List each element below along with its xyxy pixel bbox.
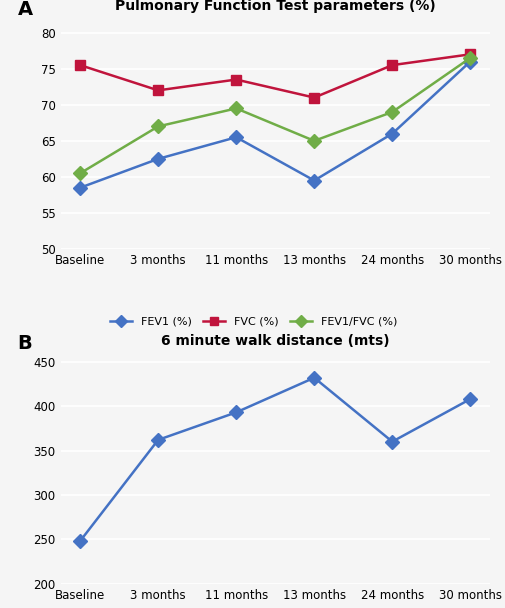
Title: 6 minute walk distance (mts): 6 minute walk distance (mts) bbox=[161, 334, 389, 348]
Text: B: B bbox=[18, 334, 32, 353]
Title: Pulmonary Function Test parameters (%): Pulmonary Function Test parameters (%) bbox=[115, 0, 436, 13]
Text: A: A bbox=[18, 0, 33, 19]
Legend: FEV1 (%), FVC (%), FEV1/FVC (%): FEV1 (%), FVC (%), FEV1/FVC (%) bbox=[106, 313, 402, 331]
